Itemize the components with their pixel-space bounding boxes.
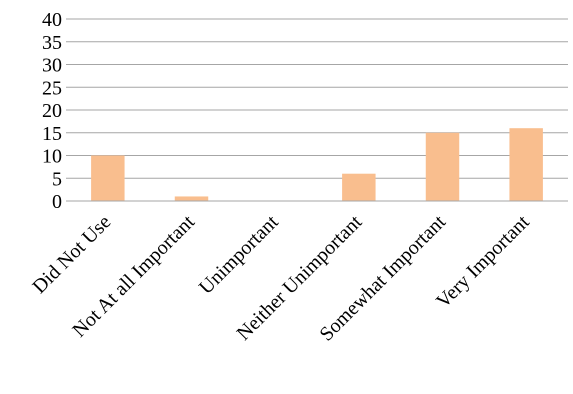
y-tick-label: 15 (42, 123, 62, 145)
y-tick-label: 20 (42, 100, 62, 122)
y-tick-label: 40 (42, 9, 62, 31)
x-tick-label: Did Not Use (28, 211, 115, 298)
y-tick-label: 10 (42, 146, 62, 168)
bar-not-at-all-important (174, 196, 209, 201)
x-tick-label: Unimportant (195, 211, 283, 299)
bar-did-not-use (91, 155, 125, 201)
bars (91, 128, 543, 201)
bar-very-important (509, 128, 543, 201)
bar-somewhat-important (425, 132, 460, 201)
y-tick-label: 35 (42, 32, 62, 54)
gridlines (66, 18, 568, 179)
y-tick-label: 0 (52, 191, 62, 213)
y-tick-label: 5 (52, 168, 62, 190)
y-tick-label: 30 (42, 55, 62, 77)
bar-neither-unimportant (342, 173, 376, 201)
y-tick-label: 25 (42, 77, 62, 99)
